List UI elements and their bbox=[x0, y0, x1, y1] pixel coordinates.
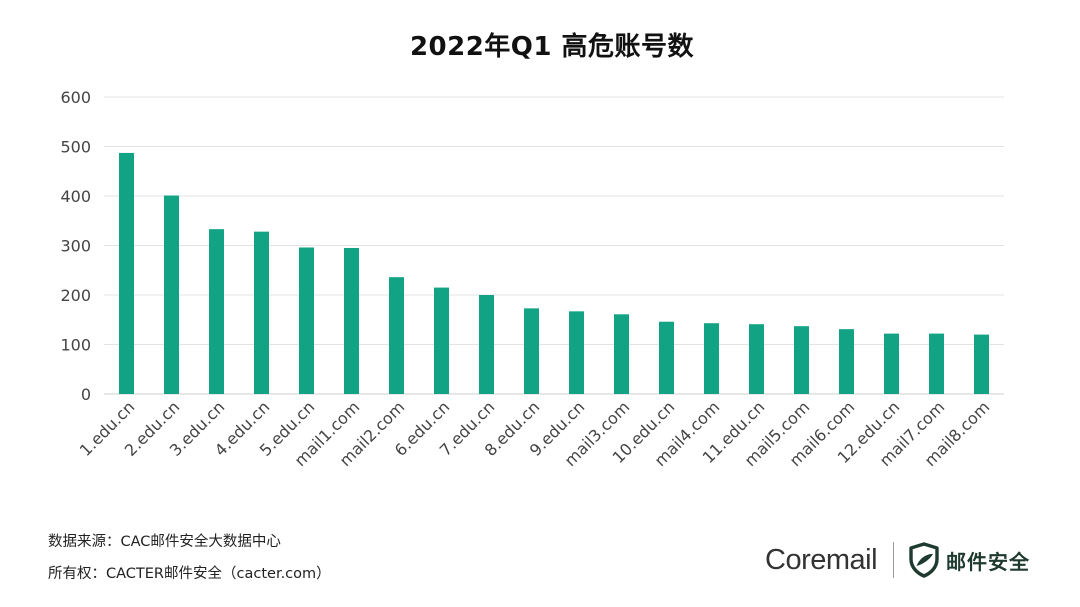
y-tick-label: 500 bbox=[60, 138, 91, 157]
bar bbox=[209, 229, 224, 394]
chart-title: 2022年Q1 高危账号数 bbox=[409, 32, 695, 62]
bar bbox=[839, 329, 854, 394]
source-note: 数据来源：CAC邮件安全大数据中心 bbox=[48, 534, 281, 550]
y-tick-label: 100 bbox=[60, 336, 91, 355]
bar bbox=[569, 311, 584, 394]
copyright-note: 所有权：CACTER邮件安全（cacter.com） bbox=[48, 566, 331, 582]
y-tick-label: 300 bbox=[60, 237, 91, 256]
bar bbox=[884, 333, 899, 394]
x-axis-ticks: 1.edu.cn2.edu.cn3.edu.cn4.edu.cn5.edu.cn… bbox=[76, 397, 994, 470]
bar bbox=[479, 295, 494, 394]
bars bbox=[119, 152, 989, 394]
brand-logo: Coremail 邮件安全 bbox=[765, 537, 1030, 583]
bar bbox=[119, 152, 134, 394]
bar bbox=[794, 326, 809, 394]
y-tick-label: 400 bbox=[60, 187, 91, 206]
bar bbox=[749, 324, 764, 394]
bar bbox=[614, 314, 629, 394]
y-tick-label: 200 bbox=[60, 286, 91, 305]
bar bbox=[299, 247, 314, 394]
y-tick-label: 0 bbox=[81, 385, 91, 404]
bar bbox=[254, 231, 269, 394]
shield-icon bbox=[909, 542, 939, 578]
footer-notes: 数据来源：CAC邮件安全大数据中心 所有权：CACTER邮件安全（cacter.… bbox=[48, 526, 331, 590]
bar bbox=[524, 308, 539, 394]
bar bbox=[659, 321, 674, 394]
bar bbox=[389, 277, 404, 394]
brand-divider bbox=[893, 542, 895, 578]
y-axis-ticks: 0 100 200 300 400 500 600 bbox=[60, 88, 91, 404]
grid-lines bbox=[104, 96, 1004, 395]
bar bbox=[344, 247, 359, 394]
y-tick-label: 600 bbox=[60, 88, 91, 107]
brand-name: Coremail bbox=[765, 543, 878, 576]
brand-mark-text: 邮件安全 bbox=[946, 549, 1031, 574]
bar bbox=[974, 334, 989, 394]
bar bbox=[434, 287, 449, 394]
bar bbox=[164, 195, 179, 394]
bar bbox=[929, 333, 944, 394]
bar bbox=[704, 323, 719, 394]
